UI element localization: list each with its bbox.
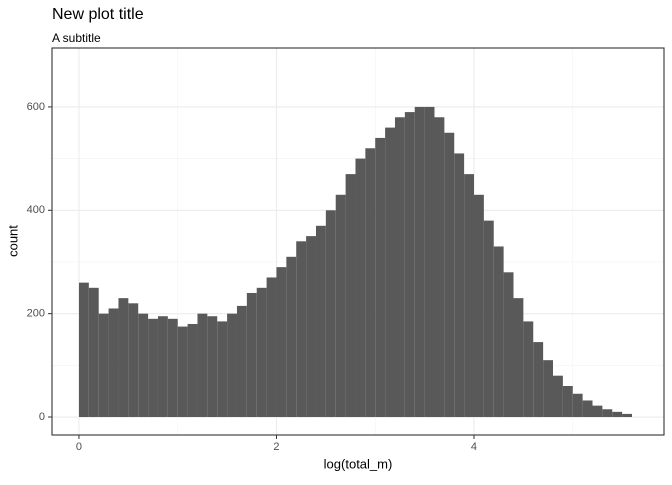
x-tick-label: 4 xyxy=(471,441,477,453)
bar xyxy=(78,282,89,418)
bar xyxy=(187,323,198,418)
bar xyxy=(424,106,435,418)
bar xyxy=(118,298,129,418)
bar xyxy=(434,117,445,418)
bar xyxy=(256,287,267,418)
bar xyxy=(266,277,277,418)
bar xyxy=(306,236,316,418)
bar xyxy=(325,210,336,418)
bar xyxy=(533,342,544,418)
bar xyxy=(454,153,465,418)
bar xyxy=(612,411,623,418)
bar xyxy=(207,316,218,418)
bar xyxy=(227,313,237,418)
bar xyxy=(592,405,603,418)
y-tick-label: 0 xyxy=(39,411,45,423)
bar xyxy=(98,313,109,418)
bar xyxy=(414,106,425,418)
bar xyxy=(217,321,228,418)
chart-title: New plot title xyxy=(52,6,144,23)
bar xyxy=(236,305,247,418)
bar xyxy=(296,241,307,418)
bar xyxy=(286,256,297,418)
bar xyxy=(464,174,474,418)
y-tick-label: 600 xyxy=(27,101,45,113)
bar xyxy=(138,313,149,418)
bar xyxy=(157,316,168,418)
bar xyxy=(167,318,178,418)
bar xyxy=(404,112,415,418)
bar xyxy=(88,287,99,418)
bar xyxy=(513,298,524,418)
x-axis-label: log(total_m) xyxy=(324,456,393,471)
bar xyxy=(355,158,366,418)
chart-subtitle: A subtitle xyxy=(52,31,101,45)
bar xyxy=(493,246,504,418)
bar xyxy=(622,413,633,418)
panel-border xyxy=(51,47,665,436)
bar xyxy=(543,360,553,418)
bar xyxy=(148,318,158,418)
bar xyxy=(375,137,386,418)
bar xyxy=(483,220,494,418)
bar xyxy=(503,272,514,418)
y-tick-label: 200 xyxy=(27,308,45,320)
bar xyxy=(444,132,455,418)
bar xyxy=(552,375,563,418)
bar xyxy=(345,174,356,418)
bar xyxy=(523,321,534,418)
x-tick-label: 0 xyxy=(76,441,82,453)
bar xyxy=(246,292,257,418)
bar xyxy=(108,308,119,418)
bar xyxy=(394,117,405,418)
bar xyxy=(315,225,326,418)
y-tick-label: 400 xyxy=(27,204,45,216)
bar xyxy=(197,313,208,418)
bar xyxy=(473,194,484,418)
bar xyxy=(385,127,395,418)
bar xyxy=(602,409,613,418)
x-tick-label: 2 xyxy=(273,441,279,453)
bar xyxy=(276,267,287,418)
y-axis-label: count xyxy=(5,225,20,257)
bar xyxy=(335,194,346,418)
bar xyxy=(177,326,188,418)
bar xyxy=(582,400,593,418)
bar xyxy=(365,148,376,418)
bar xyxy=(128,303,139,418)
bar xyxy=(562,386,573,418)
bar xyxy=(572,393,583,418)
